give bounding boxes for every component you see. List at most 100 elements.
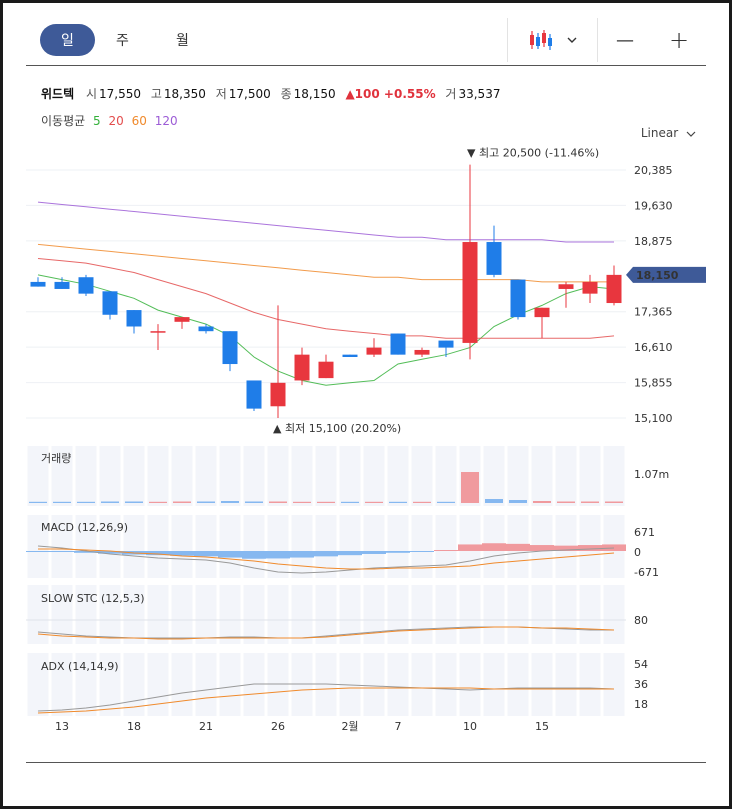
current-price-label: 18,150: [636, 269, 679, 282]
quote-summary: 위드텍 시 17,550 고 18,350 저 17,500 종 18,150 ▲100…: [41, 85, 506, 102]
panel-column: [579, 446, 601, 506]
moving-average-line: [37, 243, 614, 283]
macd-signal-line: [38, 548, 615, 570]
candle-body: [222, 331, 238, 365]
candle-body: [438, 340, 454, 348]
open-label: 시: [85, 87, 97, 101]
low-annotation: ▲ 최저 15,100 (20.20%): [273, 422, 401, 435]
panel-column: [603, 653, 625, 716]
tab-day[interactable]: 일: [40, 24, 95, 56]
macd-histogram-bar: [74, 551, 98, 553]
candle-body: [294, 354, 310, 381]
adx-di-line: [37, 687, 614, 714]
macd-histogram-bar: [290, 551, 314, 558]
high-value: 18,350: [163, 87, 206, 101]
volume-bar: [293, 501, 311, 503]
panel-column: [435, 653, 457, 716]
candlestick-icon: [529, 30, 552, 50]
volume-bar: [533, 501, 551, 503]
candle-body: [366, 347, 382, 355]
low-value: 17,500: [228, 87, 271, 101]
zoom-in-button[interactable]: +: [652, 18, 706, 62]
panel-column: [243, 585, 265, 644]
tab-week[interactable]: 주: [116, 33, 129, 49]
price-tick-label: 19,630: [634, 199, 673, 212]
panel-column: [195, 585, 217, 644]
high-annotation: ▼ 최고 20,500 (-11.46%): [467, 147, 599, 160]
panel-column: [171, 446, 193, 506]
price-tick-label: 16,610: [634, 341, 673, 354]
candle-body: [246, 380, 262, 409]
macd-histogram-bar: [314, 551, 338, 557]
close-label: 종: [280, 87, 292, 101]
volume-bar: [389, 501, 407, 503]
panel-column: [291, 446, 313, 506]
panel-column: [75, 515, 97, 578]
open-value: 17,550: [99, 87, 141, 101]
ma-60: 60: [131, 114, 147, 128]
panel-column: [579, 653, 601, 716]
panel-column: [579, 585, 601, 644]
candle-body: [102, 291, 118, 315]
macd-histogram-bar: [338, 551, 362, 556]
volume-bar: [77, 501, 95, 503]
candle-body: [174, 317, 190, 322]
candle-body: [582, 281, 598, 294]
ma-120: 120: [154, 114, 178, 128]
panel-column: [339, 585, 361, 644]
volume-bar: [173, 501, 191, 503]
candle-body: [78, 277, 94, 294]
panel-column: [219, 653, 241, 716]
x-axis-tick-label: 21: [199, 720, 213, 733]
panel-column: [603, 585, 625, 644]
candle-body: [30, 281, 46, 287]
candle-body: [510, 279, 526, 318]
slow-stc-tick-label: 80: [634, 614, 648, 627]
panel-column: [531, 653, 553, 716]
panel-column: [387, 515, 409, 578]
panel-column: [123, 515, 145, 578]
macd-histogram-bar: [242, 551, 266, 559]
panel-column: [99, 446, 121, 506]
panel-column: [315, 515, 337, 578]
candle-body: [318, 361, 334, 379]
slow-stc-d-line: [37, 626, 615, 640]
panel-column: [123, 585, 145, 644]
panel-column: [219, 585, 241, 644]
panel-column: [483, 653, 505, 716]
chart-type-dropdown[interactable]: [507, 18, 597, 62]
tab-month[interactable]: 월: [176, 33, 189, 49]
zoom-out-button[interactable]: —: [598, 18, 652, 62]
price-tick-label: 17,365: [634, 306, 673, 319]
price-tick-label: 15,855: [634, 377, 673, 390]
panel-column: [507, 585, 529, 644]
adx-tick-label: 54: [634, 658, 648, 671]
panel-column: [99, 515, 121, 578]
volume-bar: [485, 499, 503, 503]
chart-toolbar: — +: [507, 18, 706, 62]
macd-histogram-bar: [554, 545, 578, 551]
panel-column: [75, 653, 97, 716]
scale-dropdown[interactable]: Linear: [641, 126, 696, 140]
volume-bar: [53, 501, 71, 503]
panel-column: [507, 653, 529, 716]
panel-column: [27, 446, 49, 506]
panel-column: [603, 446, 625, 506]
candle-body: [54, 281, 70, 289]
panel-column: [51, 515, 73, 578]
macd-histogram-bar: [578, 545, 602, 551]
macd-histogram-bar: [170, 551, 194, 556]
x-axis-tick-label: 18: [127, 720, 141, 733]
panel-column: [555, 653, 577, 716]
period-tabs: 일 주 월: [40, 24, 210, 56]
x-axis-tick-label: 10: [463, 720, 477, 733]
volume-value: 33,537: [458, 87, 501, 101]
volume-bar: [125, 501, 143, 503]
volume-bar: [101, 501, 119, 503]
low-label: 저: [215, 87, 227, 101]
candle-body: [462, 242, 478, 343]
ma-5: 5: [93, 114, 101, 128]
volume-bar: [509, 500, 527, 503]
chevron-down-icon: [686, 131, 696, 137]
